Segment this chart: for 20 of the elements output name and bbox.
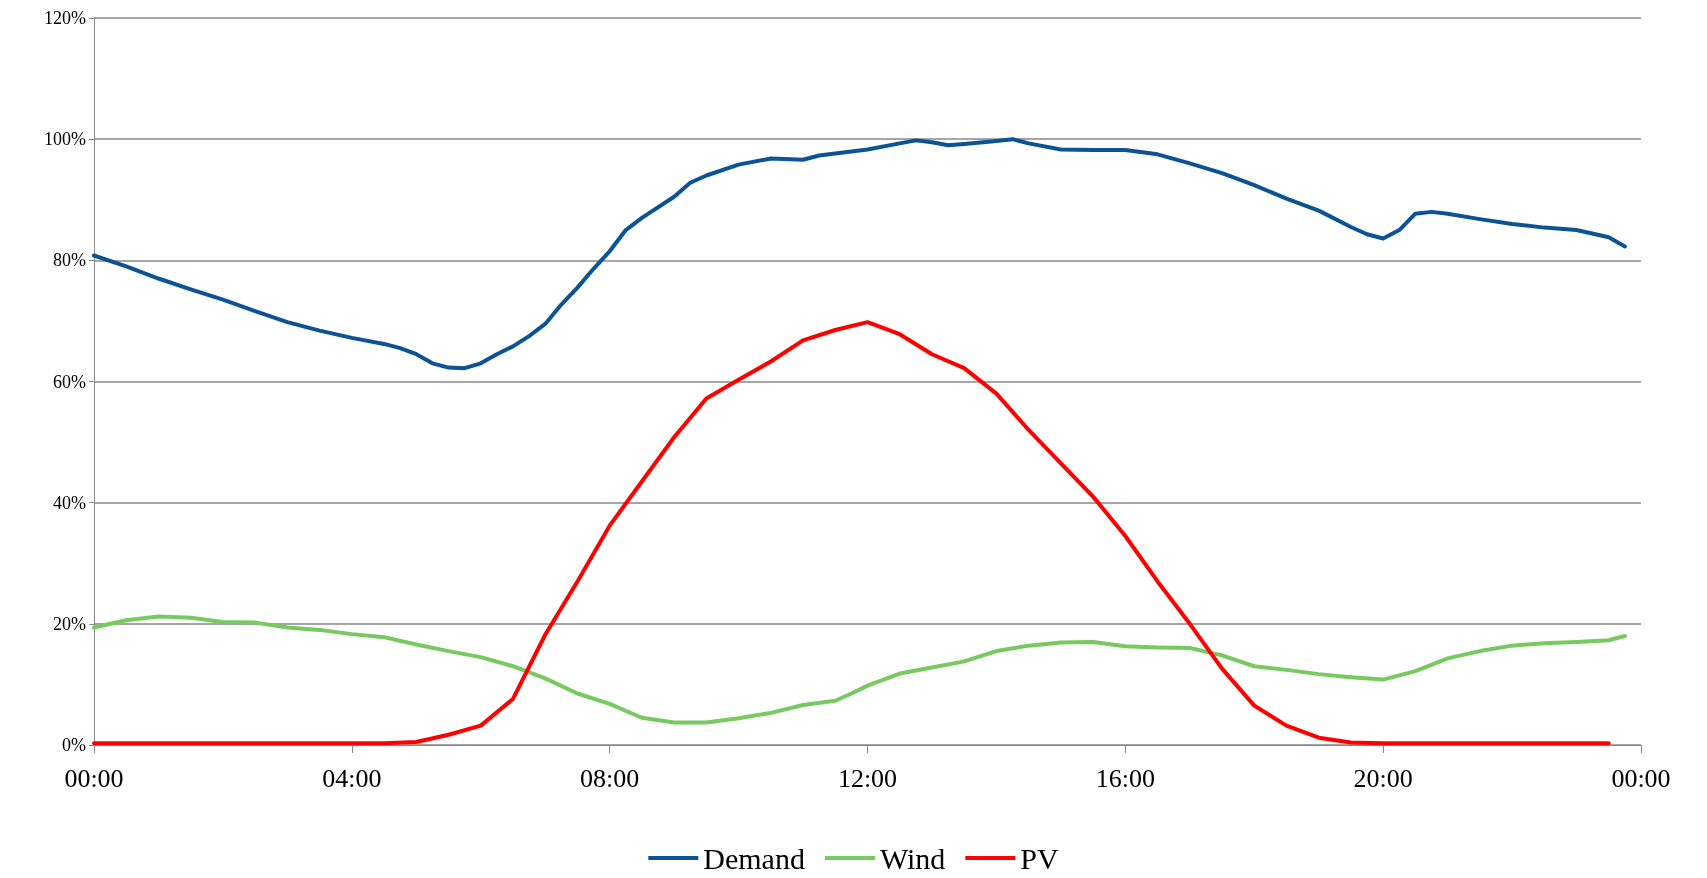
x-tick-label: 16:00: [1095, 763, 1155, 793]
y-tick-label: 0%: [62, 735, 86, 755]
y-tick-label: 60%: [53, 371, 86, 392]
line-series: [92, 137, 1627, 371]
legend-label: Demand: [703, 841, 805, 875]
x-tick-label: 00:00: [1611, 763, 1671, 793]
x-tick-label: 04:00: [322, 763, 382, 793]
x-tick-label: 20:00: [1353, 763, 1413, 793]
y-tick-label: 20%: [53, 613, 86, 634]
legend-label: PV: [1020, 841, 1060, 875]
y-tick-label: 120%: [44, 8, 86, 28]
x-tick-label: 08:00: [580, 763, 640, 793]
line-series: [92, 320, 1611, 746]
y-tick-label: 100%: [44, 129, 86, 150]
x-tick-label: 00:00: [64, 763, 124, 793]
y-tick-label: 40%: [53, 492, 86, 513]
line-series: [92, 614, 1627, 725]
y-tick-label: 80%: [53, 250, 86, 271]
legend-label: Wind: [879, 841, 946, 875]
x-tick-label: 12:00: [837, 763, 898, 793]
